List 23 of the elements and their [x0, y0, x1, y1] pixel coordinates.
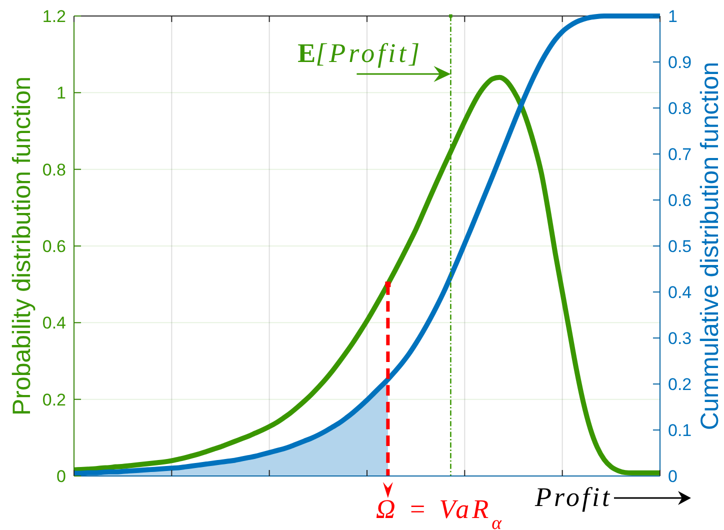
text: Ω = VaR$_{α}$ [376, 494, 505, 530]
y-tick-label: 0 [56, 466, 66, 486]
y2-tick-label: 0.1 [668, 420, 692, 440]
y2-tick-label: 1 [668, 6, 678, 26]
y2-tick-label: 0 [668, 466, 678, 486]
y2-tick-label: 0.6 [668, 190, 692, 210]
y-tick-label: 0.6 [42, 236, 66, 256]
y-axis-title: Probability distribution function [8, 76, 36, 416]
y2-tick-label: 0.5 [668, 236, 692, 256]
y2-tick-label: 0.4 [668, 282, 692, 302]
y-tick-label: 1.2 [42, 6, 66, 26]
annotation: E[Profit] [298, 38, 423, 68]
y2-tick-label: 0.7 [668, 144, 692, 164]
y-tick-label: 0.2 [42, 390, 66, 410]
y-tick-label: 0.8 [42, 160, 66, 180]
y2-tick-label: 0.9 [668, 52, 692, 72]
y2-tick-label: 0.8 [668, 98, 692, 118]
y2-tick-label: 0.2 [668, 374, 692, 394]
y2-axis-title: Cummulative distribution function [696, 62, 724, 430]
x-axis-title: Profit [534, 482, 612, 512]
y-tick-label: 1 [56, 84, 66, 103]
y-tick-label: 0.4 [42, 314, 66, 333]
y2-tick-label: 0.3 [668, 328, 692, 348]
